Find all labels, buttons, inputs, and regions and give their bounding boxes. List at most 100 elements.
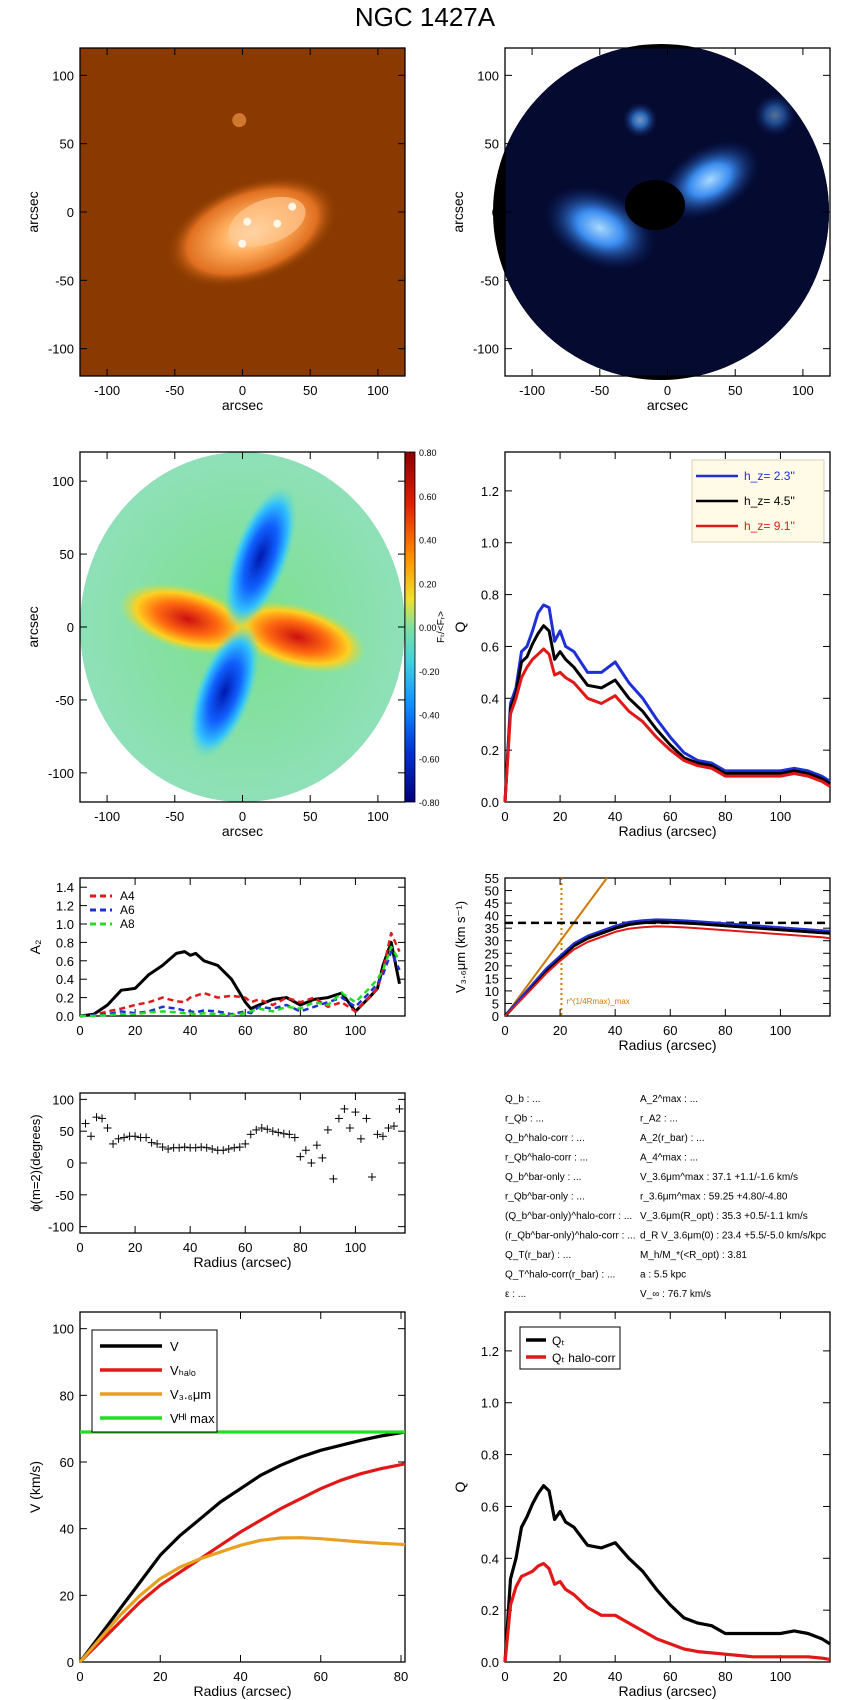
y-tick-label: 0.8 xyxy=(56,935,74,950)
y-axis-label: V (km/s) xyxy=(27,1461,43,1513)
y-tick-label: 0.8 xyxy=(481,588,499,603)
image-orange-hii-region xyxy=(238,239,247,248)
panel-force_map: -100 -50 0 50 100 -100 -50 0 50 100 arcsec arcsec xyxy=(25,451,406,839)
y-tick-label: 0.6 xyxy=(56,954,74,969)
legend-label: Qₜ xyxy=(552,1334,565,1348)
colorbar xyxy=(404,451,416,803)
x-tick-label: 0 xyxy=(239,383,246,398)
y-tick-label: -100 xyxy=(473,342,499,357)
stat-right: V_3.6μm^max : 37.1 +1.1/-1.6 km/s xyxy=(640,1172,798,1183)
scatter-point xyxy=(279,1129,288,1138)
x-tick-label: 20 xyxy=(553,809,567,824)
x-tick-label: 50 xyxy=(303,383,317,398)
stat-right: V_∞ : 76.7 km/s xyxy=(640,1289,711,1300)
y-axis-label: ϕ(m=2)(degrees) xyxy=(28,1114,43,1211)
image-orange-hii-region xyxy=(243,217,252,226)
y-tick-label: 0.6 xyxy=(481,1499,499,1514)
y-tick-label: 0.0 xyxy=(481,795,499,810)
x-tick-label: 60 xyxy=(238,1240,252,1255)
scatter-point xyxy=(98,1114,107,1123)
x-tick-label: 40 xyxy=(233,1669,247,1684)
image-orange-companion xyxy=(232,113,247,128)
slope-line xyxy=(504,877,608,1017)
x-tick-label: 60 xyxy=(314,1669,328,1684)
series-line-hz23 xyxy=(503,603,831,803)
scatter-point xyxy=(180,1143,189,1152)
scatter-point xyxy=(389,1122,398,1131)
colorbar-tick-label: 0.00 xyxy=(419,623,437,633)
scatter-point xyxy=(268,1127,277,1136)
x-axis-label: Radius (arcsec) xyxy=(618,823,716,839)
legend-label: A4 xyxy=(120,889,135,903)
y-tick-label: 5 xyxy=(492,996,499,1011)
stat-left: Q_T^halo-corr(r_bar) : ... xyxy=(505,1270,615,1281)
x-tick-label: 100 xyxy=(792,383,814,398)
series-line-A4 xyxy=(79,931,401,1018)
x-tick-label: 80 xyxy=(394,1669,408,1684)
colorbar-tick-label: 0.40 xyxy=(419,536,437,546)
y-tick-label: 10 xyxy=(485,984,499,999)
plot-frame xyxy=(79,877,406,1017)
scatter-point xyxy=(395,1104,404,1113)
y-tick-label: 100 xyxy=(477,68,499,83)
scatter-point xyxy=(191,1143,200,1152)
scatter-point xyxy=(290,1133,299,1142)
y-tick-label: 0 xyxy=(67,1156,74,1171)
series-line-V xyxy=(503,920,831,1018)
scatter-point xyxy=(367,1173,376,1181)
y-axis-label: arcsec xyxy=(25,606,41,647)
scatter-point xyxy=(345,1124,354,1132)
stat-left: Q_b^halo-corr : ... xyxy=(505,1133,585,1144)
series-line-QThalocorr xyxy=(503,1561,831,1663)
series-line-V xyxy=(78,1430,406,1663)
scatter-point xyxy=(351,1108,360,1117)
stat-left: (Q_b^bar-only)^halo-corr : ... xyxy=(505,1211,632,1222)
legend-label: h_z= 2.3'' xyxy=(744,469,795,483)
y-tick-label: 35 xyxy=(485,921,499,936)
y-tick-label: -100 xyxy=(48,342,74,357)
scatter-point xyxy=(241,1139,250,1148)
y-tick-label: 50 xyxy=(60,547,74,562)
x-tick-label: -50 xyxy=(590,383,609,398)
y-tick-label: 15 xyxy=(485,971,499,986)
scatter-point xyxy=(318,1153,327,1162)
legend-box xyxy=(519,1326,621,1370)
y-tick-label: -100 xyxy=(48,766,74,781)
legend-label: A6 xyxy=(120,903,135,917)
page-title: NGC 1427A xyxy=(354,2,496,32)
series-line-hz45 xyxy=(503,624,831,803)
stat-left: (r_Qb^bar-only)^halo-corr : ... xyxy=(505,1231,636,1242)
image-panels xyxy=(80,44,830,802)
stat-left: ε : ... xyxy=(505,1289,526,1300)
x-axis-label: Radius (arcsec) xyxy=(193,1254,291,1270)
x-tick-label: 100 xyxy=(770,809,792,824)
stat-left: r_Qb^bar-only : ... xyxy=(505,1192,585,1203)
panel-img_orange: -100 -50 0 50 100 -100 -50 0 50 100 arcsec arcsec xyxy=(25,47,406,413)
scatter-point xyxy=(147,1138,156,1147)
scatter-point xyxy=(92,1113,101,1122)
y-tick-label: -50 xyxy=(55,273,74,288)
legend-label: V₃.₆μm xyxy=(170,1387,211,1402)
scatter-point xyxy=(219,1146,228,1155)
series-line-V36um xyxy=(78,1536,406,1664)
y-axis-label: arcsec xyxy=(25,191,41,232)
panel-phase: 0 20 40 60 80 100 -100 -50 0 50 100 Radius (arcsec)… xyxy=(28,1092,406,1270)
plot-frame xyxy=(504,451,831,803)
x-tick-label: 0 xyxy=(501,1023,508,1038)
scatter-point xyxy=(153,1139,162,1148)
plot-frame xyxy=(504,1311,831,1663)
scatter-point xyxy=(142,1133,151,1142)
y-axis-label: V₃.₆μm (km s⁻¹) xyxy=(453,901,468,993)
y-tick-label: -50 xyxy=(480,273,499,288)
scatter-point xyxy=(114,1134,123,1143)
y-tick-label: 20 xyxy=(485,959,499,974)
y-tick-label: 40 xyxy=(485,909,499,924)
scatter-point xyxy=(246,1130,255,1139)
y-tick-label: 0.6 xyxy=(481,639,499,654)
scatter-point xyxy=(158,1143,167,1152)
scatter-point xyxy=(307,1159,316,1167)
stat-right: A_2(r_bar) : ... xyxy=(640,1133,704,1144)
legend-label: Vₕₐₗₒ xyxy=(170,1363,196,1378)
y-axis-label: A₂ xyxy=(27,940,43,955)
